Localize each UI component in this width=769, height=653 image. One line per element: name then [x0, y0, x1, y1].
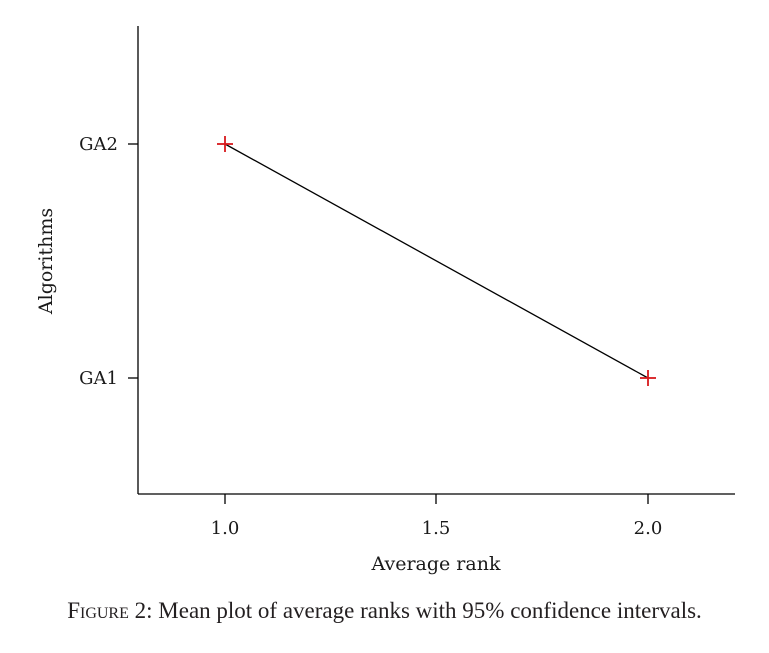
mean-line: [224, 143, 649, 379]
figure-label: Figure 2:: [67, 598, 153, 623]
mean-rank-chart: GA2 GA1 1.0 1.5 2.0 Average rank Algorit…: [35, 26, 735, 575]
caption-text: Mean plot of average ranks with 95% conf…: [152, 598, 702, 623]
y-axis-label: Algorithms: [35, 208, 57, 315]
point-marker-ga1: [640, 370, 656, 386]
x-tick-label-2: 1.5: [422, 518, 451, 539]
x-tick-label-1: 1.0: [211, 518, 240, 539]
figure-caption: Figure 2: Mean plot of average ranks wit…: [0, 598, 769, 624]
y-tick-label-ga2: GA2: [79, 134, 118, 155]
y-tick-label-ga1: GA1: [79, 368, 118, 389]
point-marker-ga2: [217, 136, 233, 152]
x-axis-label: Average rank: [371, 553, 501, 575]
x-tick-label-3: 2.0: [634, 518, 663, 539]
data-layer: [217, 136, 656, 386]
